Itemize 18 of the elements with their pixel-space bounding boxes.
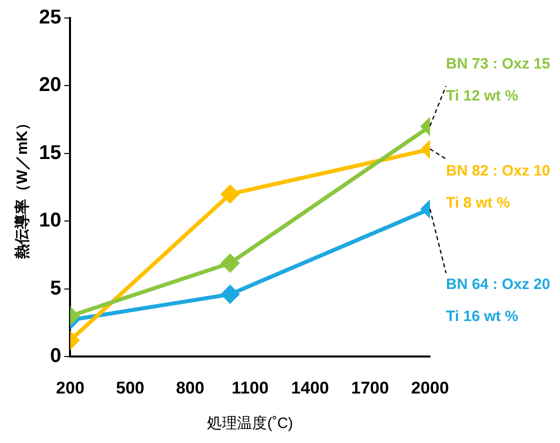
series-label: BN 82 : Oxz 10 Ti 8 wt %: [446, 162, 550, 212]
x-axis-title: 処理温度(˚C): [207, 415, 294, 432]
y-tick-label: 25: [38, 6, 62, 29]
y-tick-label: 0: [50, 345, 62, 368]
y-axis-title: 熱伝導率（W／mK）: [13, 116, 32, 260]
series-label: BN 73 : Oxz 15 Ti 12 wt %: [446, 55, 550, 104]
text: BN 64 : Oxz 20 Ti 16 wt %: [446, 276, 550, 326]
x-tick-label: 1400: [291, 378, 329, 398]
x-tick-label: 2000: [411, 378, 449, 398]
x-tick-label: 500: [116, 378, 144, 398]
y-tick-label: 10: [38, 210, 62, 232]
x-tick-label: 1700: [351, 378, 389, 398]
y-tick-label: 15: [38, 142, 62, 164]
x-tick-label: 800: [176, 378, 204, 398]
y-tick-label: 20: [38, 74, 62, 96]
y-tick-label: 5: [50, 277, 62, 300]
x-tick-label: 1100: [232, 378, 269, 398]
x-tick-label: 200: [56, 378, 84, 398]
